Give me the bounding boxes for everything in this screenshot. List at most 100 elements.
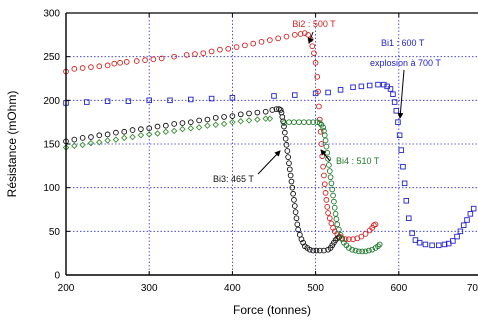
data-point <box>129 133 136 141</box>
data-point <box>154 123 161 130</box>
data-point <box>258 38 265 45</box>
annotation-bi1: Bi1 : 600 T <box>381 38 425 48</box>
data-point <box>283 142 290 148</box>
data-point <box>179 120 186 126</box>
y-tick-label: 0 <box>54 271 60 282</box>
data-point <box>220 120 228 128</box>
data-point <box>137 132 145 139</box>
data-point <box>321 181 328 188</box>
data-point <box>325 210 331 216</box>
data-point <box>295 226 301 233</box>
y-tick-label: 150 <box>43 140 60 151</box>
data-point <box>88 64 94 70</box>
data-point <box>292 92 298 98</box>
y-tick-label: 300 <box>43 9 60 20</box>
data-point <box>229 118 236 126</box>
data-point <box>229 113 236 119</box>
x-axis-label: Force (tonnes) <box>233 303 311 317</box>
data-point <box>310 119 316 126</box>
data-point <box>146 97 152 104</box>
data-point <box>138 126 144 133</box>
data-point <box>113 129 119 136</box>
data-point <box>467 211 474 217</box>
data-point <box>179 125 186 133</box>
data-point <box>289 184 296 191</box>
data-point <box>286 166 293 173</box>
data-point <box>277 107 284 113</box>
data-point <box>323 197 330 203</box>
data-point <box>71 136 78 143</box>
data-point <box>395 119 401 125</box>
data-point <box>291 203 298 209</box>
y-tick-label: 200 <box>43 96 60 107</box>
data-point <box>204 122 211 129</box>
data-point <box>350 84 356 90</box>
data-point <box>111 60 118 67</box>
data-point <box>314 119 321 126</box>
data-point <box>221 114 227 120</box>
data-point <box>145 131 153 138</box>
data-point <box>327 174 334 181</box>
data-point <box>316 120 323 126</box>
data-point <box>192 51 198 57</box>
data-point <box>208 95 215 102</box>
data-point <box>254 109 261 116</box>
data-point <box>162 128 170 136</box>
data-point <box>306 246 313 253</box>
data-point <box>313 247 320 254</box>
data-point <box>88 134 94 140</box>
data-point <box>330 224 336 231</box>
data-point <box>464 217 470 223</box>
data-point <box>320 163 326 170</box>
data-point <box>393 108 400 114</box>
annotation-arrow-explosion <box>397 69 405 119</box>
data-point <box>212 114 219 121</box>
data-point <box>245 117 253 124</box>
data-point <box>84 99 90 105</box>
annotation-bi3: Bi3: 465 T <box>213 174 254 184</box>
data-point <box>322 190 329 196</box>
data-point <box>281 129 288 136</box>
data-point <box>328 180 335 187</box>
data-point <box>326 215 333 222</box>
data-point <box>150 56 157 63</box>
data-point <box>390 91 396 97</box>
data-point <box>217 46 223 53</box>
data-point <box>321 247 327 254</box>
data-point <box>96 132 103 139</box>
data-point <box>322 137 329 144</box>
data-point <box>71 66 78 72</box>
plot-frame <box>65 12 478 276</box>
data-point <box>454 233 460 240</box>
data-point <box>288 178 295 185</box>
data-point <box>123 59 130 65</box>
data-point <box>162 122 169 129</box>
y-tick-label: 250 <box>43 52 60 63</box>
annotation-bi4: Bi4 : 510 T <box>336 156 380 166</box>
data-point <box>372 221 379 228</box>
data-point <box>400 163 406 170</box>
data-point <box>79 135 86 141</box>
data-point <box>208 48 215 55</box>
data-point <box>204 116 211 123</box>
data-point <box>292 209 299 215</box>
data-point <box>121 134 128 142</box>
series-bi3 <box>63 106 342 254</box>
data-point <box>450 238 456 244</box>
data-point <box>312 90 319 97</box>
data-point <box>306 119 312 126</box>
y-tick-label: 50 <box>49 227 61 238</box>
data-point <box>237 118 244 125</box>
data-point <box>171 53 178 60</box>
data-point <box>403 198 410 204</box>
x-tick-label: 400 <box>224 283 241 294</box>
data-point <box>282 135 289 142</box>
data-point <box>133 58 140 64</box>
data-point <box>381 81 387 88</box>
data-point <box>376 241 383 248</box>
data-point <box>233 44 240 50</box>
data-point <box>104 131 111 138</box>
data-point <box>188 96 194 103</box>
series-bi1 <box>63 81 477 249</box>
